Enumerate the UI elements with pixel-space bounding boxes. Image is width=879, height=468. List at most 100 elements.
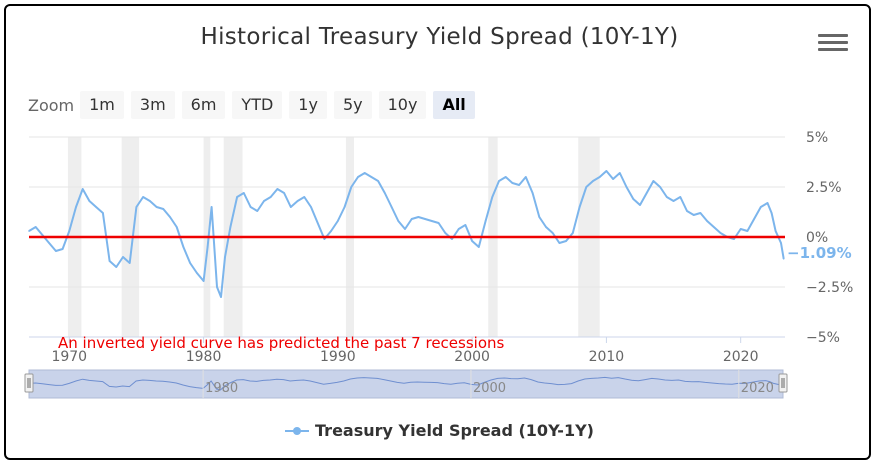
data-point <box>753 218 755 220</box>
x-tick-label: 1970 <box>51 349 87 365</box>
data-point <box>692 214 695 216</box>
y-tick-label: −2.5% <box>806 280 853 296</box>
y-tick-label: 5% <box>806 130 828 146</box>
zoom-button-1y[interactable]: 1y <box>289 91 327 119</box>
data-point <box>224 256 226 258</box>
navigator-selection <box>28 369 784 399</box>
data-point <box>350 186 353 188</box>
data-point <box>249 206 252 208</box>
data-point <box>269 196 272 198</box>
x-tick-label: 1980 <box>186 349 222 365</box>
data-point <box>619 172 621 174</box>
data-point <box>220 296 222 298</box>
data-point <box>206 246 209 248</box>
zoom-button-ytd[interactable]: YTD <box>232 91 283 119</box>
data-point <box>612 178 614 180</box>
zoom-bar: Zoom 1m 3m 6m YTD 1y 5y 10y All <box>28 90 482 120</box>
y-tick-label: −5% <box>806 330 840 346</box>
data-point <box>55 250 57 252</box>
data-point <box>357 176 359 178</box>
data-point <box>122 256 124 258</box>
data-point <box>572 232 574 234</box>
data-point <box>128 262 131 264</box>
zoom-button-1m[interactable]: 1m <box>80 91 124 119</box>
navigator-tick-label: 2020 <box>741 381 774 396</box>
hamburger-menu-icon[interactable] <box>818 34 848 58</box>
data-point <box>296 200 299 202</box>
data-point <box>196 272 198 274</box>
data-point <box>625 186 628 188</box>
data-point <box>511 182 514 184</box>
data-point <box>679 196 682 198</box>
data-point <box>384 192 386 194</box>
data-point <box>108 260 111 262</box>
data-point <box>760 206 762 208</box>
data-point <box>61 248 64 250</box>
data-point <box>343 206 346 208</box>
data-point <box>770 212 773 214</box>
data-point <box>34 226 37 228</box>
navigator-left-handle[interactable] <box>24 373 34 393</box>
zoom-label: Zoom <box>28 95 75 115</box>
data-point <box>585 186 588 188</box>
data-point <box>81 188 84 190</box>
zoom-button-5y[interactable]: 5y <box>333 91 372 119</box>
x-tick-label: 1990 <box>320 349 356 365</box>
navigator-tick-label: 2000 <box>473 381 506 396</box>
legend-line-marker-icon <box>285 426 310 435</box>
legend-item[interactable]: Treasury Yield Spread (10Y-1Y) <box>285 421 594 440</box>
recession-annotation: An inverted yield curve has predicted th… <box>58 334 505 352</box>
data-point <box>518 184 520 186</box>
data-point <box>766 202 769 204</box>
data-point <box>639 204 641 206</box>
data-point <box>149 200 151 202</box>
data-point <box>175 226 178 228</box>
data-point <box>135 206 138 208</box>
data-point <box>504 176 507 178</box>
data-point <box>538 216 541 218</box>
data-point <box>457 228 460 230</box>
data-point <box>431 220 433 222</box>
y-tick-label: 0% <box>806 230 828 246</box>
data-point <box>451 238 453 240</box>
data-point <box>283 192 285 194</box>
zoom-button-10y[interactable]: 10y <box>378 91 427 119</box>
data-point <box>404 228 406 230</box>
data-point <box>444 232 447 234</box>
data-point <box>363 172 366 174</box>
data-point <box>142 196 144 198</box>
y-tick-label: 2.5% <box>806 180 842 196</box>
current-value-label: −1.09% <box>787 244 852 262</box>
data-point <box>229 226 232 228</box>
data-point <box>397 220 400 222</box>
data-point <box>316 222 319 224</box>
data-point <box>525 176 527 178</box>
data-point <box>558 242 561 244</box>
navigator-right-handle[interactable] <box>778 373 788 393</box>
data-point <box>672 200 675 202</box>
data-point <box>719 232 722 234</box>
data-point <box>424 218 426 220</box>
data-point <box>202 280 205 282</box>
data-point <box>236 196 238 198</box>
zoom-button-all[interactable]: All <box>433 91 475 119</box>
data-point <box>41 234 44 236</box>
data-point <box>290 206 292 208</box>
x-tick-label: 2000 <box>454 349 490 365</box>
data-point <box>471 240 473 242</box>
data-point <box>417 216 420 218</box>
data-point <box>75 206 77 208</box>
data-point <box>484 220 487 222</box>
data-point <box>592 180 594 182</box>
data-point <box>464 224 467 226</box>
zoom-button-3m[interactable]: 3m <box>130 91 175 119</box>
zoom-button-6m[interactable]: 6m <box>181 91 226 119</box>
data-point <box>370 176 373 178</box>
data-point <box>666 196 668 198</box>
data-point <box>774 230 777 232</box>
data-point <box>782 258 785 260</box>
data-point <box>155 206 158 208</box>
data-point <box>169 216 171 218</box>
legend: Treasury Yield Spread (10Y-1Y) <box>0 421 879 440</box>
